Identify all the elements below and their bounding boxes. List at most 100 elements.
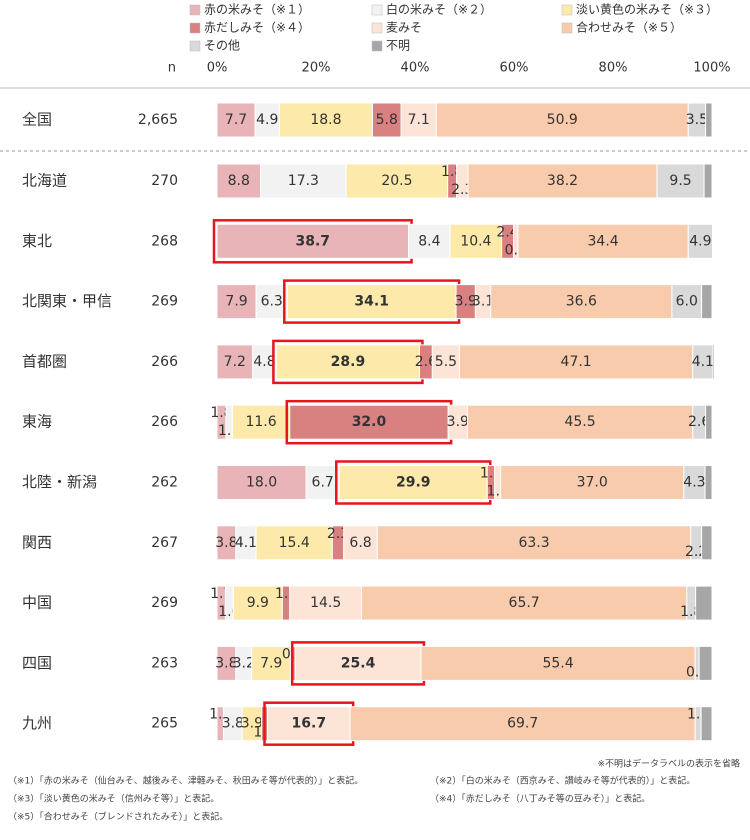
n-value: 262 xyxy=(151,475,178,491)
data-label: 10.4 xyxy=(460,233,491,249)
bar-segment xyxy=(459,344,694,380)
data-label: 5.8 xyxy=(376,112,398,128)
legend-label: 不明 xyxy=(386,39,410,53)
data-label: 3.1 xyxy=(472,294,494,310)
bar-segment xyxy=(705,102,713,138)
legend-swatch xyxy=(371,4,383,16)
legend-swatch xyxy=(371,22,383,34)
n-header: n xyxy=(168,61,176,76)
bar-segment xyxy=(216,344,254,380)
x-tick-label: 20% xyxy=(302,61,331,76)
data-label: 6.0 xyxy=(676,294,698,310)
bar-segment xyxy=(376,525,692,561)
bar-segment xyxy=(254,102,280,138)
category-label: 首都圏 xyxy=(22,352,67,370)
data-label: 11.6 xyxy=(245,414,276,430)
bar-segment xyxy=(435,102,689,138)
data-label: 5.5 xyxy=(435,354,457,370)
bar-segment xyxy=(400,102,437,138)
bar-segment xyxy=(703,163,713,199)
bar-segment xyxy=(289,585,363,621)
bar-segment xyxy=(701,525,713,561)
n-value: 265 xyxy=(151,716,178,732)
bar-segment xyxy=(231,404,291,440)
bar-segment xyxy=(711,223,714,259)
bar-segment xyxy=(466,404,694,440)
data-label: 47.1 xyxy=(561,354,592,370)
legend-swatch xyxy=(189,22,201,34)
footnote: （※5）「合わせみそ（ブレンドされたみそ）」と表記。 xyxy=(8,811,228,823)
data-label: 4.1 xyxy=(235,535,257,551)
bar-segment xyxy=(361,585,688,621)
data-label: 7.9 xyxy=(260,655,282,671)
category-label: 北陸・新潟 xyxy=(22,473,97,491)
footnote: （※3）「淡い黄色の米みそ（信州みそ等）」と表記。 xyxy=(8,793,219,805)
bar-segment xyxy=(701,284,713,320)
bar-segment xyxy=(216,284,257,320)
footnote: ※不明はデータラベルの表示を省略 xyxy=(597,758,740,770)
n-value: 269 xyxy=(151,595,178,611)
bar-segment xyxy=(294,645,422,681)
bar-segment xyxy=(251,645,292,681)
data-label: 18.8 xyxy=(310,112,341,128)
data-label: 34.1 xyxy=(354,294,389,310)
data-label: 7.9 xyxy=(225,294,247,310)
legend-label: 麦みそ xyxy=(386,21,422,35)
data-label: 25.4 xyxy=(341,655,376,671)
data-label: 6.7 xyxy=(312,475,334,491)
n-value: 267 xyxy=(151,535,178,551)
bar-segment xyxy=(345,163,449,199)
data-label: 4.9 xyxy=(689,233,711,249)
data-label: 9.5 xyxy=(669,173,691,189)
data-label: 63.3 xyxy=(518,535,549,551)
footnote: （※1）「赤の米みそ（仙台みそ、越後みそ、津軽みそ、秋田みそ等が代表的）」と表記… xyxy=(8,775,363,787)
data-label: 4.9 xyxy=(256,112,278,128)
bar-segment xyxy=(305,465,340,500)
data-label: 4.1 xyxy=(692,354,714,370)
footnote: （※2）「白の米みそ（西京みそ、讃岐みそ等が代表的）」と表記。 xyxy=(430,775,695,787)
bar-segment xyxy=(695,585,713,621)
data-label: 3.9 xyxy=(241,716,263,732)
n-value: 269 xyxy=(151,294,178,310)
bar-segment xyxy=(671,284,703,320)
data-label: 38.2 xyxy=(547,173,578,189)
bar-segment xyxy=(260,163,347,199)
data-label: 15.4 xyxy=(279,535,310,551)
data-label: 17.3 xyxy=(288,173,319,189)
data-label: 29.9 xyxy=(396,475,431,491)
data-label: 38.7 xyxy=(296,233,331,249)
bar-segment xyxy=(289,404,449,440)
data-label: 50.9 xyxy=(547,112,578,128)
legend-swatch xyxy=(561,22,573,34)
legend-label: 合わせみそ（※５） xyxy=(576,20,682,35)
legend-label: 赤だしみそ（※４） xyxy=(204,21,310,35)
bar-segment xyxy=(431,344,461,380)
data-label: 3.8 xyxy=(215,655,237,671)
legend-swatch xyxy=(189,4,201,16)
data-label: 3.9 xyxy=(447,414,469,430)
legend-label: 白の米みそ（※２） xyxy=(386,2,492,17)
bar-segment xyxy=(286,284,457,320)
data-label: 45.5 xyxy=(564,414,595,430)
bar-segment xyxy=(255,284,288,320)
bar-segment xyxy=(704,465,713,500)
data-label: 20.5 xyxy=(381,173,412,189)
n-value: 263 xyxy=(151,655,178,671)
data-label: 3.8 xyxy=(222,716,244,732)
bar-segment xyxy=(338,465,488,500)
data-label: 3.2 xyxy=(233,655,255,671)
legend-swatch xyxy=(189,40,201,52)
bar-segment xyxy=(343,525,378,561)
data-label: 9.9 xyxy=(247,595,269,611)
category-label: 東海 xyxy=(22,413,52,431)
category-label: 四国 xyxy=(22,654,52,672)
data-label: 28.9 xyxy=(331,354,366,370)
legend-swatch xyxy=(561,4,573,16)
data-label: 4.3 xyxy=(683,475,705,491)
x-tick-label: 80% xyxy=(599,61,628,76)
data-label: 8.4 xyxy=(418,233,440,249)
bar-segment xyxy=(266,706,351,742)
data-label: 7.1 xyxy=(408,112,430,128)
bar-segment xyxy=(255,525,333,561)
x-tick-label: 60% xyxy=(500,61,529,76)
